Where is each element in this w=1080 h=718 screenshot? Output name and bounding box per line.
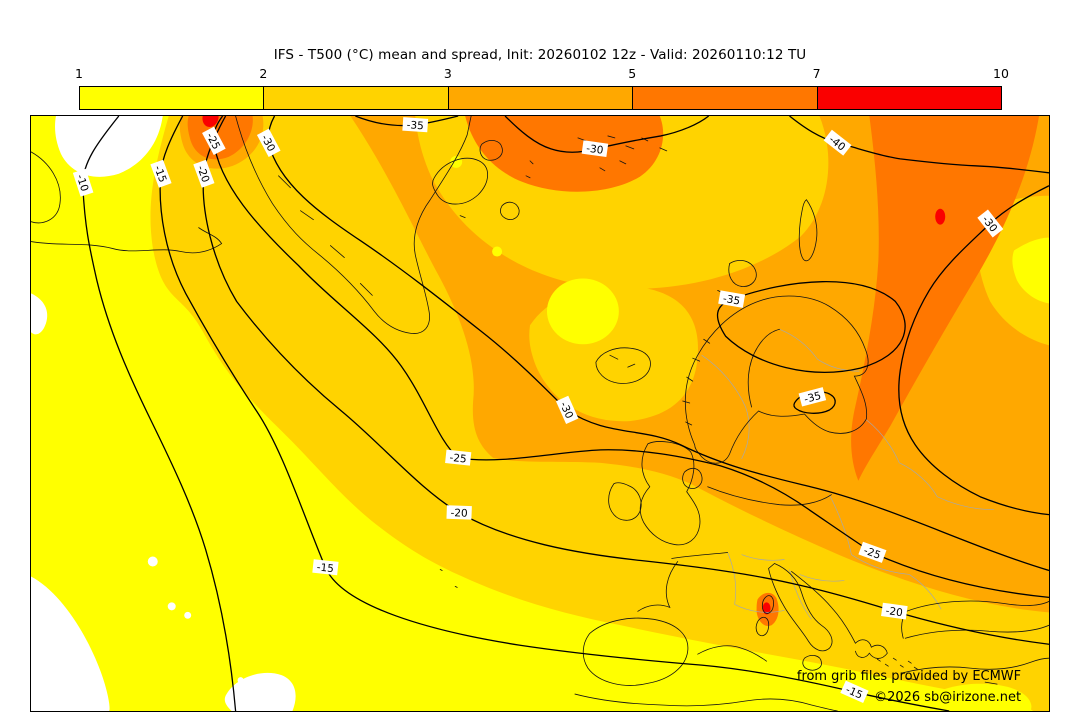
contour-label-text: -20 xyxy=(450,507,468,520)
colorbar-segment xyxy=(263,87,448,109)
colorbar-segment xyxy=(80,87,264,109)
colorbar-segment xyxy=(816,87,1002,109)
contour-label-box xyxy=(150,159,172,188)
contour-label: -35 xyxy=(798,387,827,407)
contour-label-box xyxy=(858,541,887,563)
contour-label-box xyxy=(312,559,339,576)
contour-label: -35 xyxy=(718,290,746,308)
contour-label-box xyxy=(193,159,215,188)
map-canvas: -10 -15 -20-25 -30-35-30 -40-30-35-30-35-25-… xyxy=(31,116,1049,711)
contour-label-box xyxy=(402,117,429,133)
contour-label: -10 xyxy=(72,168,94,197)
colorbar-tick: 10 xyxy=(993,66,1009,81)
contour-label-box xyxy=(718,290,746,308)
colorbar-tick: 7 xyxy=(812,66,821,81)
chart-title: IFS - T500 (°C) mean and spread, Init: 2… xyxy=(273,47,807,63)
contour-label-box xyxy=(256,128,281,157)
map-frame: -10 -15 -20 -25 -30 -35 -30 -40 -30 -35 -30 -35 -25-… xyxy=(30,115,1050,712)
contour-label-text: -15 xyxy=(316,561,334,575)
contour-label-text: -25 xyxy=(449,452,467,466)
contour-label: -20 xyxy=(881,602,908,620)
spread-fill-regions xyxy=(31,116,1049,711)
contour-label-text: -30 xyxy=(585,143,604,157)
contour-label: -25 xyxy=(858,541,887,563)
contour-label: -35 xyxy=(402,117,429,133)
contour-label-text: -15 xyxy=(151,164,168,184)
contour-label-box xyxy=(823,129,852,156)
contour-label: -15 xyxy=(312,559,339,576)
colorbar-tick: 3 xyxy=(443,66,452,81)
contour-label-box xyxy=(881,602,908,620)
contour-label-text: -25 xyxy=(862,545,882,562)
contour-label-box xyxy=(798,387,827,407)
contour-label: -20 xyxy=(446,505,472,520)
colorbar-segment xyxy=(632,87,817,109)
contour-label-text: -35 xyxy=(406,119,424,132)
contour-label-box xyxy=(72,168,94,197)
contour-label: -30 xyxy=(581,140,609,158)
contour-label: -15 xyxy=(150,159,172,188)
contour-label-text: -35 xyxy=(722,293,741,308)
coastlines xyxy=(31,116,1049,711)
contour-label-box xyxy=(555,395,579,425)
contour-label-box xyxy=(446,505,472,520)
contour-label-box xyxy=(840,680,869,704)
contour-label-text: -20 xyxy=(885,605,904,619)
colorbar xyxy=(79,86,1002,110)
attribution-copyright: ©2026 sb@irizone.net xyxy=(874,690,1021,705)
contour-label-box xyxy=(977,209,1004,238)
contour-label-box xyxy=(581,140,609,158)
colorbar-tick: 1 xyxy=(75,66,83,81)
contour-label-text: -20 xyxy=(194,164,211,184)
attribution-ecmwf: from grib files provided by ECMWF xyxy=(797,669,1021,684)
contour-label: -20 xyxy=(193,159,215,188)
contour-label-text: -10 xyxy=(74,173,91,193)
colorbar-segment xyxy=(447,87,633,109)
contour-label-box xyxy=(445,449,472,466)
contour-label-text: -35 xyxy=(803,390,823,406)
contour-label-box xyxy=(202,126,226,155)
contour-label: -25 xyxy=(445,449,472,466)
colorbar-tick: 5 xyxy=(628,66,637,81)
country-borders xyxy=(701,328,995,620)
colorbar-tick: 2 xyxy=(259,66,268,81)
